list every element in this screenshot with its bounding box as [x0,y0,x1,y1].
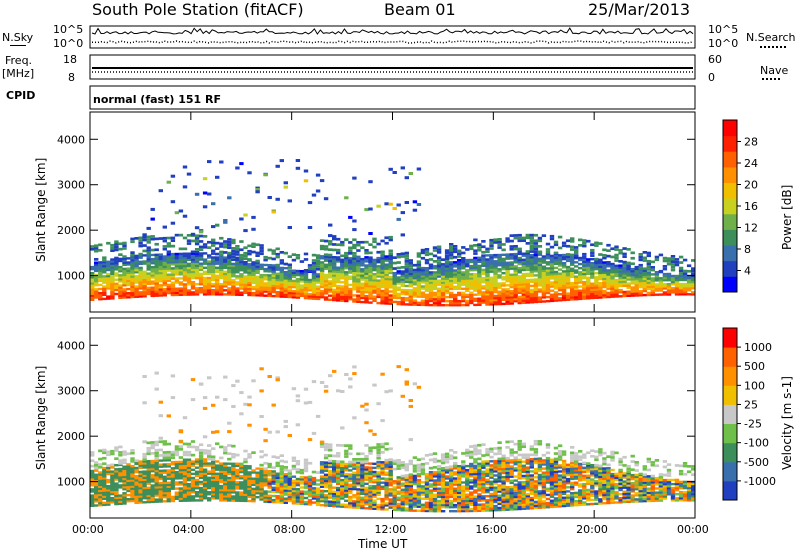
x-tick-label: 00:00 [72,523,104,536]
velocity-colorbar: 1000 500 100 25 -25 -100 -500 -1000 [722,327,776,501]
freq-label: Freq. [5,54,33,67]
cbar-segment [723,385,737,405]
cbar-segment [723,461,737,482]
cbar-segment [723,260,737,277]
cbar-tick-label: 500 [744,360,765,373]
cbar-segment [723,182,737,199]
cbar-tick-label: 24 [744,157,758,170]
y-tick-label: 4000 [57,133,85,146]
nsearch-label: N.Search [746,31,796,44]
nsky-series [91,27,694,35]
power-heatmap [90,159,696,307]
cbar-segment [723,198,737,215]
nsearch-legend-line [760,46,786,48]
y-tick-label: 3000 [57,179,85,192]
cbar-segment [723,366,737,386]
velocity-cbar-label: Velocity [m s-1] [780,376,794,470]
x-tick-label: 20:00 [576,523,608,536]
cbar-tick-label: 1000 [744,341,772,354]
x-tick-label: 00:00 [677,523,709,536]
cbar-segment [723,135,737,152]
noise-tick-top-right: 10^5 [708,23,739,36]
noise-strip-frame [89,25,696,49]
freq-tick-bottom: 8 [68,71,75,84]
noise-tick-top: 10^5 [53,23,84,36]
nave-label: Nave [760,64,789,77]
cbar-tick-label: 8 [744,243,751,256]
freq-tick-top: 18 [63,53,77,66]
cbar-segment [723,347,737,367]
cbar-segment [723,151,737,168]
cbar-segment [723,276,737,293]
station-title: South Pole Station (fitACF) [92,0,304,19]
nave-tick-bottom: 0 [708,71,715,84]
cbar-tick-label: -1000 [744,475,776,488]
nave-legend-line [762,78,780,80]
cbar-tick-label: 20 [744,179,758,192]
cbar-tick-label: 4 [744,265,751,278]
y-tick-label: 2000 [57,430,85,443]
cbar-tick-label: -500 [744,456,769,469]
power-colorbar: 28 24 20 16 12 8 4 [722,119,758,293]
velocity-heatmap [90,365,696,513]
y-tick-label: 3000 [57,385,85,398]
date-label: 25/Mar/2013 [588,0,691,19]
power-cbar-label: Power [dB] [780,184,794,250]
beam-label: Beam 01 [384,0,456,19]
cbar-segment [723,423,737,444]
cbar-tick-label: 28 [744,136,758,149]
cbar-segment [723,166,737,183]
freq-unit: [MHz] [2,67,35,80]
cbar-tick-label: 25 [744,398,758,411]
nsearch-series [92,40,694,44]
cbar-segment [723,245,737,262]
cpid-value: normal (fast) 151 RF [93,93,221,106]
cbar-segment [723,328,737,348]
cbar-segment [723,213,737,230]
noise-tick-bottom: 10^0 [53,37,84,50]
cbar-tick-label: 100 [744,379,765,392]
x-axis-label: Time UT [358,537,408,551]
cbar-tick-label: -25 [744,418,762,431]
x-tick-label: 12:00 [374,523,407,536]
cbar-segment [723,229,737,246]
cbar-tick-label: 16 [744,200,758,213]
y-tick-label: 4000 [57,339,85,352]
cbar-segment [723,120,737,137]
y-tick-label: 1000 [57,476,85,489]
axes-group: 1000 2000 3000 4000 1000 2000 3000 4000 [57,112,696,518]
cbar-segment [723,404,737,424]
cbar-segment [723,442,737,463]
x-tick-label: 04:00 [172,523,205,536]
nsky-label: N.Sky [2,31,34,44]
cbar-segment [723,480,737,501]
noise-tick-bottom-right: 10^0 [708,37,739,50]
cpid-strip-frame [89,85,696,110]
velocity-ylabel: Slant Range [km] [34,365,48,470]
cbar-tick-label: 12 [744,222,758,235]
freq-strip-frame [89,54,696,80]
nave-tick-top: 60 [708,53,722,66]
y-tick-label: 1000 [57,270,85,283]
cbar-tick-label: -100 [744,437,769,450]
x-tick-label: 08:00 [273,523,306,536]
nsky-legend-line [10,45,26,46]
x-tick-label: 16:00 [475,523,508,536]
cpid-label: CPID [6,89,36,102]
power-ylabel: Slant Range [km] [34,157,48,262]
y-tick-label: 2000 [57,224,85,237]
